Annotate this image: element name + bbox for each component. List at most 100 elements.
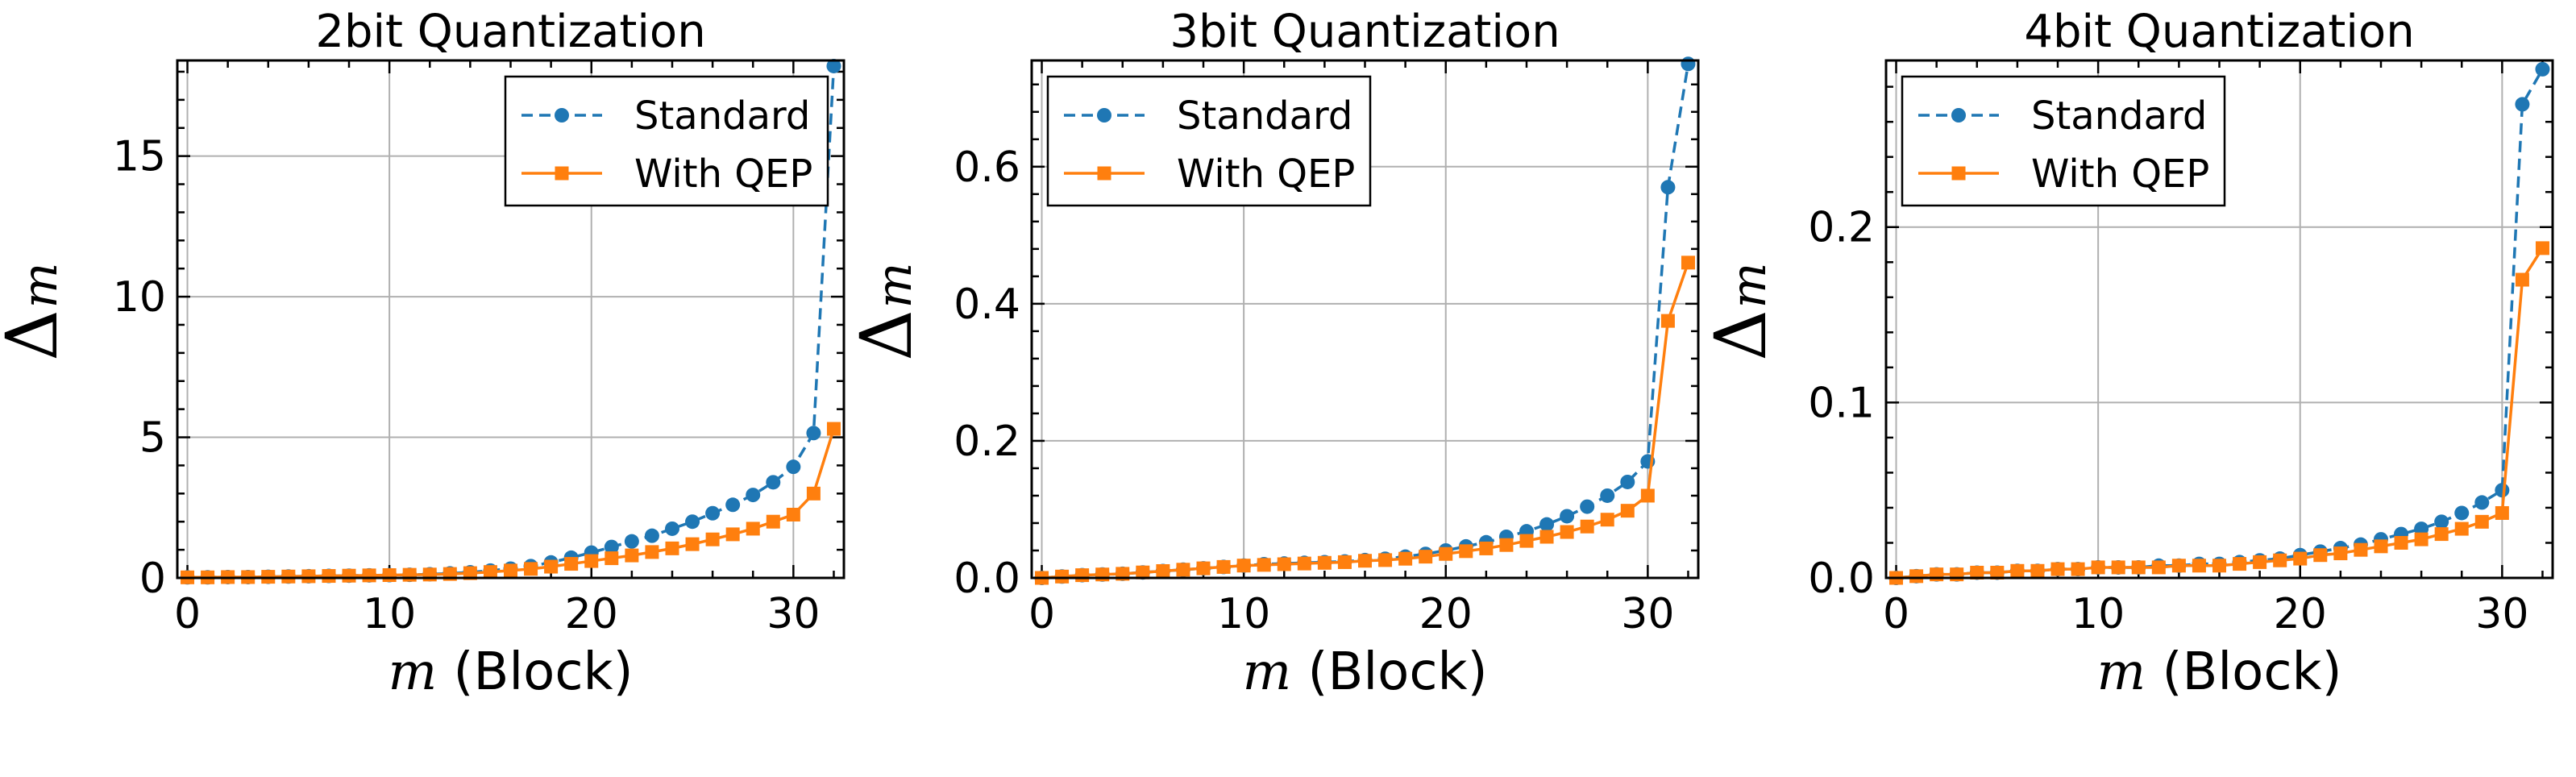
data-point-with-qep <box>725 527 740 542</box>
x-tick-label: 0 <box>1883 590 1909 638</box>
y-tick-label: 0.2 <box>954 418 1020 466</box>
y-axis-symbol: Δ <box>1699 310 1782 361</box>
data-point-standard <box>1580 499 1595 514</box>
data-point-with-qep <box>1055 569 1070 584</box>
legend-label: Standard <box>634 93 810 139</box>
legend: Standard With QEP <box>504 75 829 207</box>
data-point-with-qep <box>382 568 397 583</box>
data-point-with-qep <box>1358 554 1372 568</box>
data-point-with-qep <box>342 568 356 583</box>
data-point-with-qep <box>2414 532 2429 546</box>
data-point-with-qep <box>2192 559 2206 573</box>
data-point-with-qep <box>2454 521 2469 536</box>
data-point-standard <box>644 528 659 543</box>
data-point-with-qep <box>705 532 720 546</box>
x-axis-label: m (Block) <box>388 642 633 702</box>
data-point-standard <box>766 475 781 490</box>
data-point-with-qep <box>1236 559 1251 573</box>
data-point-with-qep <box>544 559 559 574</box>
data-point-standard <box>2515 97 2530 112</box>
legend-label: With QEP <box>2031 152 2209 197</box>
data-point-with-qep <box>1499 538 1514 552</box>
data-point-with-qep <box>2050 562 2065 576</box>
legend-label: With QEP <box>1177 152 1355 197</box>
data-point-standard <box>2434 514 2449 530</box>
data-point-with-qep <box>1297 556 1311 571</box>
data-point-with-qep <box>463 566 477 580</box>
data-point-standard <box>2454 505 2470 521</box>
data-point-with-qep <box>1459 544 1473 559</box>
data-point-with-qep <box>2151 560 2166 575</box>
y-tick-label: 0.4 <box>954 280 1020 329</box>
data-point-with-qep <box>1136 565 1150 580</box>
data-point-with-qep <box>2071 562 2085 576</box>
legend-label: With QEP <box>634 152 812 197</box>
y-tick-label: 0.1 <box>1808 379 1875 427</box>
data-point-with-qep <box>2293 551 2308 566</box>
data-point-with-qep <box>1156 563 1170 578</box>
data-point-with-qep <box>2273 553 2287 567</box>
legend: Standard With QEP <box>1046 75 1372 207</box>
data-point-with-qep <box>1519 534 1534 548</box>
data-point-with-qep <box>2374 539 2388 554</box>
y-axis-subscript: m <box>866 263 923 309</box>
y-tick-label: 0.6 <box>954 143 1020 192</box>
data-point-with-qep <box>1930 567 1944 582</box>
data-point-with-qep <box>806 486 821 501</box>
data-point-standard <box>1539 517 1555 532</box>
y-tick-label: 0 <box>139 555 166 603</box>
data-point-with-qep <box>1640 488 1655 503</box>
y-tick-label: 5 <box>139 414 166 463</box>
data-point-standard <box>786 459 801 475</box>
data-point-with-qep <box>2394 535 2408 550</box>
data-point-with-qep <box>2354 542 2368 557</box>
x-tick-label: 0 <box>1028 590 1055 638</box>
legend-marker <box>1951 166 1966 181</box>
data-point-with-qep <box>2313 548 2328 563</box>
data-point-with-qep <box>1950 567 1964 582</box>
chart-title: 3bit Quantization <box>1170 6 1560 58</box>
x-tick-label: 10 <box>1217 590 1270 638</box>
x-tick-label: 30 <box>2475 590 2528 638</box>
x-tick-label: 20 <box>565 590 618 638</box>
data-point-with-qep <box>2091 560 2105 575</box>
y-axis-subscript: m <box>12 263 69 309</box>
x-axis-label: m (Block) <box>2096 642 2341 702</box>
data-point-standard <box>664 521 679 536</box>
data-point-standard <box>725 497 741 513</box>
legend-marker <box>555 108 569 123</box>
data-point-standard <box>826 58 841 73</box>
data-point-with-qep <box>2111 560 2125 575</box>
data-point-with-qep <box>1479 541 1494 555</box>
data-point-with-qep <box>2253 555 2267 569</box>
data-point-standard <box>604 539 619 555</box>
data-point-with-qep <box>1075 568 1090 583</box>
data-point-with-qep <box>1439 546 1453 561</box>
data-point-with-qep <box>1257 558 1271 572</box>
data-point-with-qep <box>422 567 437 582</box>
y-axis-symbol: Δ <box>845 310 928 361</box>
y-tick-label: 0.0 <box>954 555 1020 603</box>
chart-panel-2: 3bit Quantization 0 10 20 30 0.0 0.2 0.4 0.6 Stan… <box>845 6 1700 702</box>
data-point-standard <box>2414 521 2429 537</box>
y-axis-label: Δm <box>1699 263 1782 361</box>
data-point-standard <box>705 505 721 521</box>
data-point-with-qep <box>2212 559 2226 573</box>
chart-title: 4bit Quantization <box>2024 6 2414 58</box>
legend-marker <box>1951 108 1966 123</box>
data-point-with-qep <box>665 541 679 555</box>
y-tick-label: 10 <box>113 273 166 322</box>
data-point-standard <box>2495 483 2510 498</box>
data-point-with-qep <box>746 521 760 536</box>
y-axis-subscript: m <box>1721 263 1777 309</box>
data-point-with-qep <box>2030 563 2045 578</box>
data-point-with-qep <box>645 545 659 559</box>
data-point-standard <box>1660 180 1676 195</box>
data-point-with-qep <box>1277 557 1291 571</box>
legend-marker <box>555 166 569 181</box>
data-point-with-qep <box>2333 546 2348 561</box>
data-point-standard <box>2535 61 2550 77</box>
data-point-with-qep <box>2495 505 2509 520</box>
x-tick-label: 30 <box>767 590 820 638</box>
legend-label: Standard <box>1177 93 1352 139</box>
